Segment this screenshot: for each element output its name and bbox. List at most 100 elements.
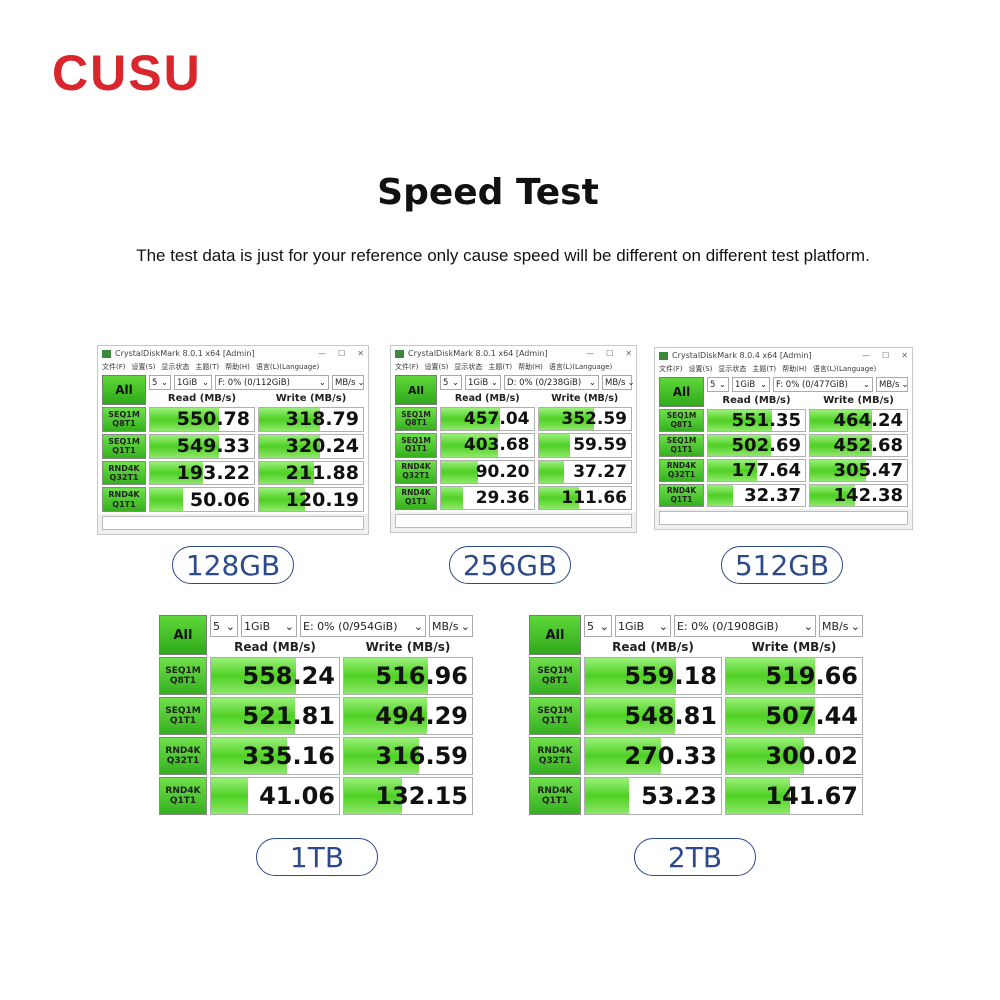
maximize-button[interactable]: ☐ xyxy=(338,349,346,358)
menu-item[interactable]: 设置(S) xyxy=(688,365,713,373)
menu-item[interactable]: 语言(L)(Language) xyxy=(255,363,320,371)
drive-select[interactable]: F: 0% (0/477GiB) ⌄ xyxy=(773,377,873,392)
close-button[interactable]: ✕ xyxy=(901,351,908,360)
test-button[interactable]: RND4K Q1T1 xyxy=(159,777,207,815)
size-select[interactable]: 1GiB ⌄ xyxy=(241,615,297,637)
test-button[interactable]: SEQ1M Q1T1 xyxy=(102,433,146,459)
write-bar xyxy=(344,698,427,734)
read-header: Read (MB/s) xyxy=(167,393,237,404)
menu-item[interactable]: 设置(S) xyxy=(131,363,156,371)
window-title: CrystalDiskMark 8.0.4 x64 [Admin] xyxy=(672,351,812,360)
test-button[interactable]: SEQ1M Q8T1 xyxy=(159,657,207,695)
test-button[interactable]: RND4K Q1T1 xyxy=(102,487,146,512)
all-button[interactable]: All xyxy=(659,377,704,407)
size-select[interactable]: 1GiB ⌄ xyxy=(615,615,671,637)
test-queue: Q8T1 xyxy=(169,676,197,686)
menu-item[interactable]: 主题(T) xyxy=(488,363,513,371)
all-button[interactable]: All xyxy=(102,375,146,405)
test-button[interactable]: RND4K Q1T1 xyxy=(659,484,704,507)
menu-item[interactable]: 主题(T) xyxy=(752,365,777,373)
test-name: SEQ1M xyxy=(666,435,697,445)
write-result: 300.02 xyxy=(725,737,863,775)
title-bar: CrystalDiskMark 8.0.1 x64 [Admin] — ☐ ✕ xyxy=(391,346,636,361)
chevron-down-icon: ⌄ xyxy=(718,379,726,390)
count-select[interactable]: 5 ⌄ xyxy=(149,375,171,390)
read-value: 41.06 xyxy=(259,782,335,810)
minimize-button[interactable]: — xyxy=(318,349,327,358)
menu-item[interactable]: 帮助(H) xyxy=(518,363,543,371)
test-queue: Q1T1 xyxy=(405,496,427,506)
menu-item[interactable]: 帮助(H) xyxy=(225,363,250,371)
count-select[interactable]: 5 ⌄ xyxy=(440,375,462,390)
read-value: 551.35 xyxy=(731,410,801,431)
menu-item[interactable]: 语言(L)(Language) xyxy=(548,363,613,371)
test-button[interactable]: SEQ1M Q1T1 xyxy=(529,697,581,735)
title-bar: CrystalDiskMark 8.0.1 x64 [Admin] — ☐ ✕ xyxy=(98,346,368,361)
test-button[interactable]: RND4K Q1T1 xyxy=(529,777,581,815)
test-button[interactable]: SEQ1M Q8T1 xyxy=(529,657,581,695)
test-button[interactable]: SEQ1M Q8T1 xyxy=(102,407,146,432)
unit-select[interactable]: MB/s ⌄ xyxy=(429,615,473,637)
test-button[interactable]: RND4K Q32T1 xyxy=(102,460,146,486)
all-button[interactable]: All xyxy=(529,615,581,655)
write-value: 305.47 xyxy=(833,460,903,481)
menu-item[interactable]: 文件(F) xyxy=(659,365,683,373)
size-select[interactable]: 1GiB ⌄ xyxy=(732,377,770,392)
test-button[interactable]: RND4K Q32T1 xyxy=(159,737,207,775)
test-button[interactable]: RND4K Q32T1 xyxy=(395,459,437,484)
menu-item[interactable]: 文件(F) xyxy=(395,363,419,371)
menu-item[interactable]: 主题(T) xyxy=(195,363,220,371)
read-value: 50.06 xyxy=(189,488,250,511)
menu-bar: 文件(F) 设置(S) 显示状态 主题(T) 帮助(H) 语言(L)(Language) xyxy=(391,361,636,373)
unit-select[interactable]: MB/s ⌄ xyxy=(332,375,365,390)
read-value: 548.81 xyxy=(624,702,717,730)
test-button[interactable]: RND4K Q1T1 xyxy=(395,485,437,510)
menu-item[interactable]: 显示状态 xyxy=(718,365,747,373)
write-bar xyxy=(810,460,867,481)
all-button[interactable]: All xyxy=(159,615,207,655)
size-select[interactable]: 1GiB ⌄ xyxy=(465,375,501,390)
count-select[interactable]: 5 ⌄ xyxy=(707,377,729,392)
drive-select[interactable]: E: 0% (0/954GiB) ⌄ xyxy=(300,615,426,637)
maximize-button[interactable]: ☐ xyxy=(606,349,614,358)
menu-item[interactable]: 显示状态 xyxy=(161,363,190,371)
drive-select[interactable]: F: 0% (0/112GiB) ⌄ xyxy=(215,375,329,390)
test-button[interactable]: RND4K Q32T1 xyxy=(659,459,704,482)
test-name: RND4K xyxy=(108,463,140,473)
unit-select[interactable]: MB/s ⌄ xyxy=(876,377,909,392)
unit-select[interactable]: MB/s ⌄ xyxy=(819,615,863,637)
menu-item[interactable]: 设置(S) xyxy=(424,363,449,371)
read-result: 335.16 xyxy=(210,737,340,775)
menu-item[interactable]: 显示状态 xyxy=(454,363,483,371)
test-button[interactable]: SEQ1M Q1T1 xyxy=(395,433,437,458)
test-button[interactable]: SEQ1M Q8T1 xyxy=(659,409,704,432)
test-name: RND4K xyxy=(401,462,431,471)
close-button[interactable]: ✕ xyxy=(357,349,364,358)
write-value: 37.27 xyxy=(573,461,627,482)
count-select[interactable]: 5 ⌄ xyxy=(584,615,612,637)
minimize-button[interactable]: — xyxy=(862,351,871,360)
unit-value: MB/s xyxy=(879,379,900,390)
read-result: 551.35 xyxy=(707,409,806,432)
page-subtitle: The test data is just for your reference… xyxy=(136,246,870,265)
read-value: 53.23 xyxy=(641,782,717,810)
test-button[interactable]: SEQ1M Q1T1 xyxy=(159,697,207,735)
size-select[interactable]: 1GiB ⌄ xyxy=(174,375,212,390)
test-queue: Q32T1 xyxy=(667,469,696,479)
all-button[interactable]: All xyxy=(395,375,437,405)
menu-item[interactable]: 帮助(H) xyxy=(782,365,807,373)
unit-select[interactable]: MB/s ⌄ xyxy=(602,375,635,390)
drive-select[interactable]: E: 0% (0/1908GiB) ⌄ xyxy=(674,615,816,637)
test-button[interactable]: SEQ1M Q8T1 xyxy=(395,407,437,432)
write-value: 352.59 xyxy=(561,409,627,430)
test-button[interactable]: SEQ1M Q1T1 xyxy=(659,434,704,457)
drive-select[interactable]: D: 0% (0/238GiB) ⌄ xyxy=(504,375,599,390)
close-button[interactable]: ✕ xyxy=(625,349,632,358)
count-select[interactable]: 5 ⌄ xyxy=(210,615,238,637)
menu-item[interactable]: 文件(F) xyxy=(102,363,126,371)
menu-item[interactable]: 语言(L)(Language) xyxy=(812,365,877,373)
maximize-button[interactable]: ☐ xyxy=(882,351,890,360)
minimize-button[interactable]: — xyxy=(586,349,595,358)
test-button[interactable]: RND4K Q32T1 xyxy=(529,737,581,775)
